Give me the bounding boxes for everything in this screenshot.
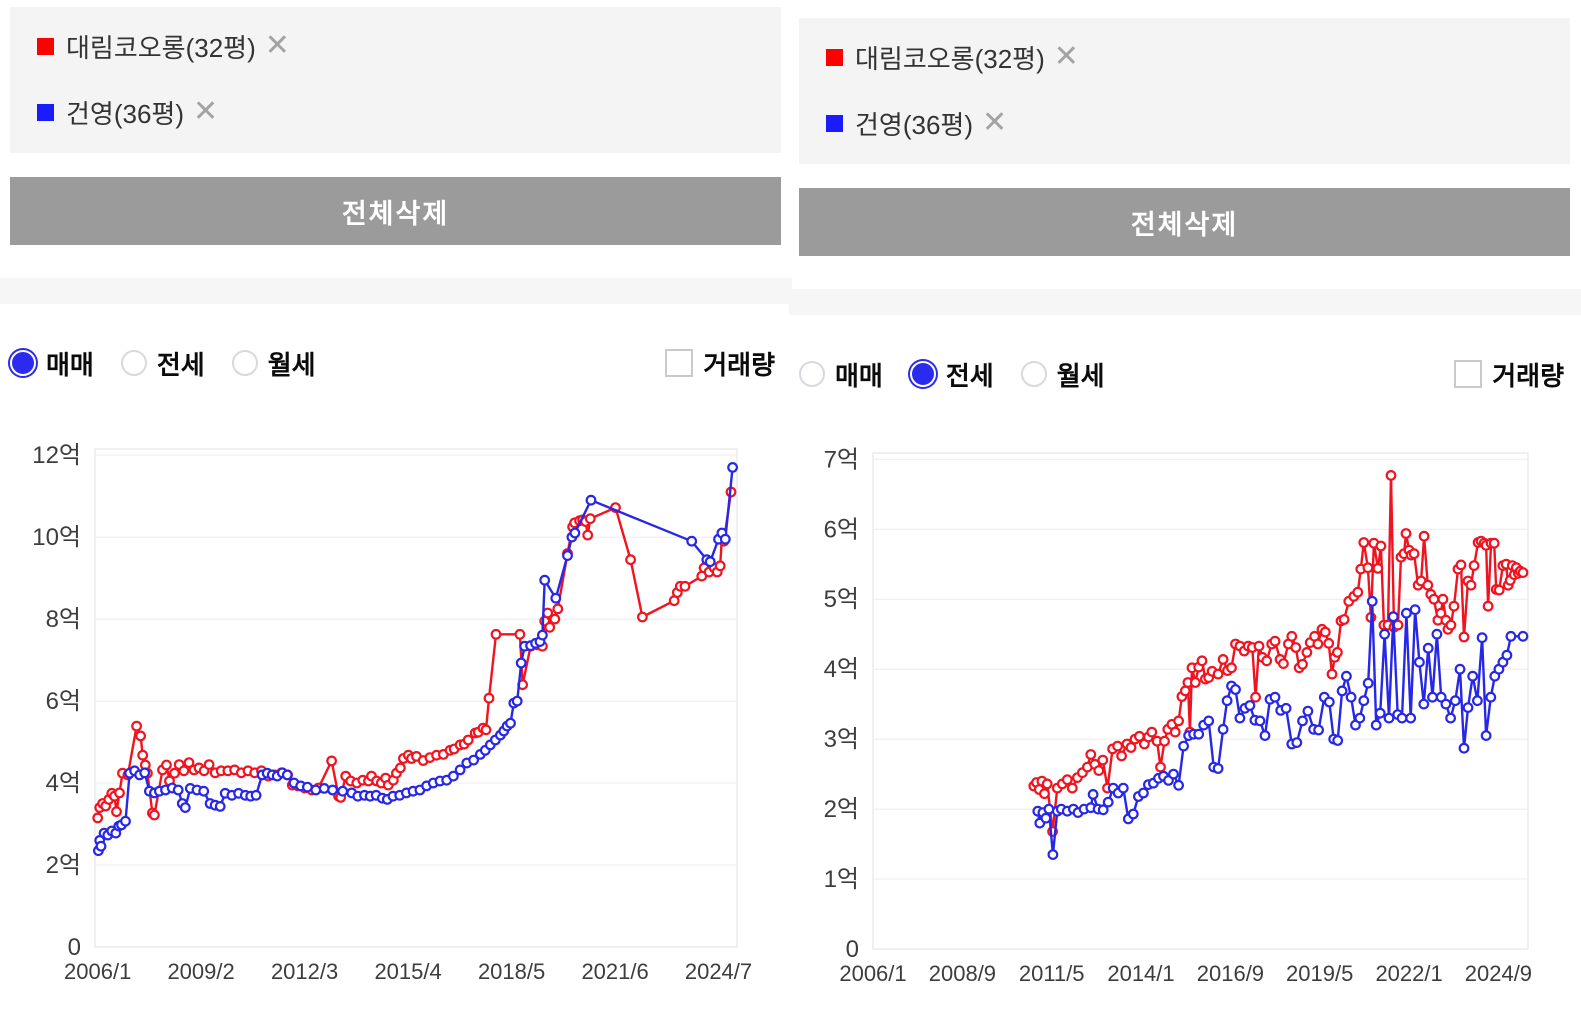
svg-text:2022/1: 2022/1 xyxy=(1375,961,1442,986)
svg-text:2021/6: 2021/6 xyxy=(581,959,648,984)
series-color-swatch-blue xyxy=(37,103,54,121)
series-color-swatch-blue xyxy=(826,114,843,132)
svg-text:4억: 4억 xyxy=(46,770,81,797)
legend-item: 건영(36평) ✕ xyxy=(37,94,771,130)
svg-text:6억: 6억 xyxy=(46,688,81,715)
checkbox-box-icon xyxy=(665,349,694,377)
radio-circle-icon xyxy=(799,361,825,387)
radio-sale[interactable]: 매매 xyxy=(10,345,94,382)
svg-text:2억: 2억 xyxy=(46,852,81,879)
remove-series-icon[interactable]: ✕ xyxy=(193,95,219,128)
svg-text:2012/3: 2012/3 xyxy=(271,959,338,984)
svg-text:5억: 5억 xyxy=(824,586,859,613)
panel-jeonse-price: 대림코오롱(32평) ✕ 건영(36평) ✕ 전체삭제 매매 전세 월세 거래량… xyxy=(789,0,1581,1024)
svg-text:2018/5: 2018/5 xyxy=(478,959,545,984)
legend-label: 대림코오롱(32평) xyxy=(66,32,256,63)
radio-label: 월세 xyxy=(1056,360,1105,391)
checkbox-box-icon xyxy=(1454,360,1483,388)
radio-monthly-rent[interactable]: 월세 xyxy=(1020,356,1105,393)
remove-series-icon[interactable]: ✕ xyxy=(1053,40,1079,73)
radio-label: 월세 xyxy=(267,349,316,380)
volume-checkbox[interactable]: 거래량 xyxy=(1454,356,1564,393)
svg-text:12억: 12억 xyxy=(32,442,81,469)
radio-jeonse[interactable]: 전세 xyxy=(909,356,994,393)
legend-label: 건영(36평) xyxy=(66,98,184,129)
svg-text:0: 0 xyxy=(68,934,81,961)
volume-checkbox[interactable]: 거래량 xyxy=(665,345,775,382)
svg-text:10억: 10억 xyxy=(32,524,81,551)
radio-label: 전세 xyxy=(945,360,994,391)
series-color-swatch-red xyxy=(826,48,843,66)
svg-text:1억: 1억 xyxy=(824,866,859,893)
svg-text:6억: 6억 xyxy=(824,516,859,543)
radio-sale[interactable]: 매매 xyxy=(799,356,883,393)
svg-text:2억: 2억 xyxy=(824,796,859,823)
checkbox-label: 거래량 xyxy=(703,349,775,380)
svg-text:4억: 4억 xyxy=(824,656,859,683)
svg-text:2016/9: 2016/9 xyxy=(1197,961,1264,986)
legend-item: 대림코오롱(32평) ✕ xyxy=(826,39,1560,75)
svg-text:8억: 8억 xyxy=(46,606,81,633)
svg-text:2015/4: 2015/4 xyxy=(374,959,441,984)
svg-text:2014/1: 2014/1 xyxy=(1107,961,1174,986)
legend-label: 건영(36평) xyxy=(855,109,973,140)
selected-apartments-legend: 대림코오롱(32평) ✕ 건영(36평) ✕ xyxy=(10,7,781,153)
svg-text:2024/7: 2024/7 xyxy=(685,959,752,984)
radio-circle-icon xyxy=(909,361,936,387)
svg-text:2024/9: 2024/9 xyxy=(1465,961,1532,986)
svg-text:2011/5: 2011/5 xyxy=(1019,961,1085,986)
chart-controls: 매매 전세 월세 거래량 xyxy=(799,347,1570,401)
svg-text:7억: 7억 xyxy=(824,446,859,473)
radio-circle-icon xyxy=(1020,361,1047,387)
panel-sale-price: 대림코오롱(32평) ✕ 건영(36평) ✕ 전체삭제 매매 전세 월세 거래량… xyxy=(0,0,792,1013)
radio-label: 전세 xyxy=(156,349,205,380)
section-divider xyxy=(0,278,792,304)
svg-text:2009/2: 2009/2 xyxy=(167,959,234,984)
legend-item: 건영(36평) ✕ xyxy=(826,105,1560,141)
legend-label: 대림코오롱(32평) xyxy=(855,43,1045,74)
radio-label: 매매 xyxy=(46,349,94,380)
chart-controls: 매매 전세 월세 거래량 xyxy=(10,336,781,390)
svg-text:3억: 3억 xyxy=(824,726,859,753)
radio-circle-icon xyxy=(231,350,258,376)
checkbox-label: 거래량 xyxy=(1492,360,1564,391)
svg-text:2006/1: 2006/1 xyxy=(64,959,131,984)
svg-text:2008/9: 2008/9 xyxy=(929,961,996,986)
remove-series-icon[interactable]: ✕ xyxy=(982,106,1008,139)
delete-all-button[interactable]: 전체삭제 xyxy=(799,188,1570,256)
remove-series-icon[interactable]: ✕ xyxy=(264,29,290,62)
selected-apartments-legend: 대림코오롱(32평) ✕ 건영(36평) ✕ xyxy=(799,18,1570,164)
series-color-swatch-red xyxy=(37,37,54,55)
svg-text:2006/1: 2006/1 xyxy=(839,961,906,986)
radio-label: 매매 xyxy=(835,360,883,391)
radio-circle-icon xyxy=(120,350,147,376)
radio-jeonse[interactable]: 전세 xyxy=(120,345,205,382)
section-divider xyxy=(789,289,1581,315)
svg-text:0: 0 xyxy=(846,936,859,963)
radio-circle-icon xyxy=(10,350,36,376)
delete-all-button[interactable]: 전체삭제 xyxy=(10,177,781,245)
radio-monthly-rent[interactable]: 월세 xyxy=(231,345,316,382)
svg-text:2019/5: 2019/5 xyxy=(1286,961,1353,986)
legend-item: 대림코오롱(32평) ✕ xyxy=(37,28,771,64)
